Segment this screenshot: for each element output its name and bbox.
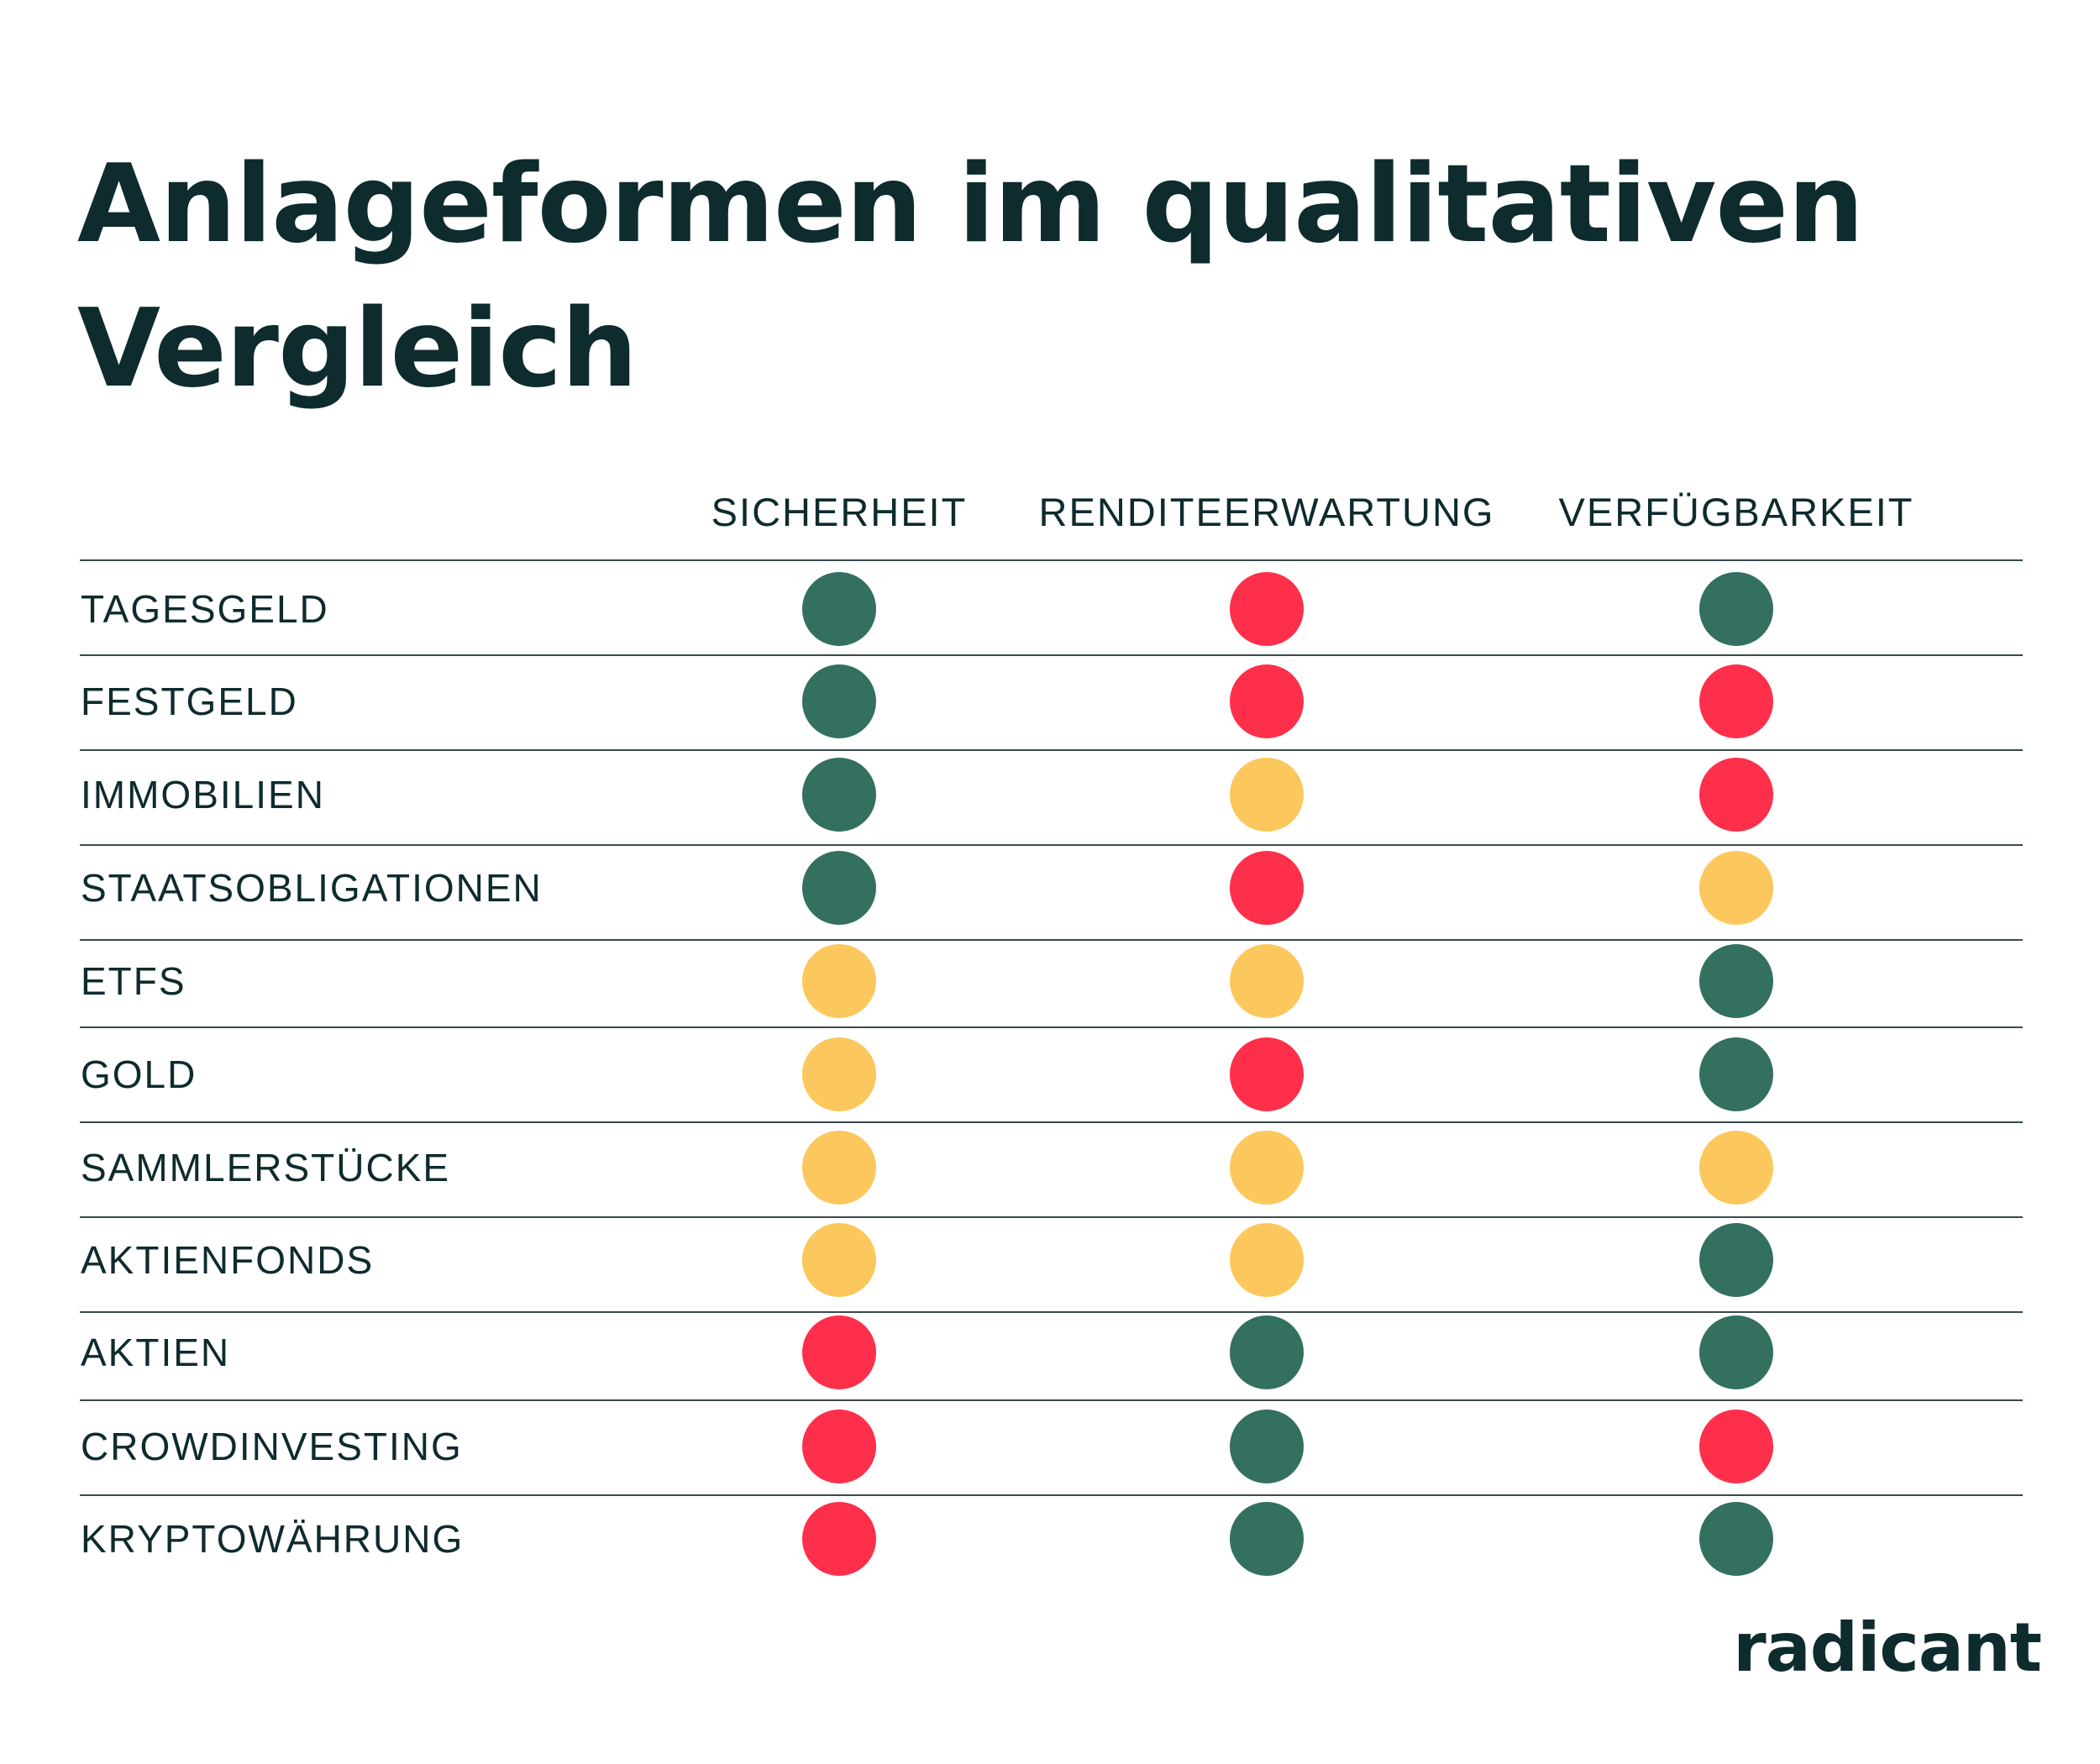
row-label: KRYPTOWÄHRUNG [81, 1517, 465, 1561]
rating-dot-green [1230, 1502, 1304, 1576]
rating-dot-red [1699, 758, 1773, 832]
row-divider [80, 844, 2023, 846]
rating-dot-green [1230, 1410, 1304, 1483]
column-header: RENDITEERWARTUNG [1038, 490, 1495, 534]
rating-dot-red [1230, 572, 1304, 646]
row-label: CROWDINVESTING [81, 1425, 463, 1468]
row-label: AKTIEN [81, 1331, 231, 1374]
rating-dot-red [802, 1315, 876, 1389]
row-divider [80, 1121, 2023, 1123]
rating-dot-red [802, 1410, 876, 1483]
rating-dot-red [1230, 851, 1304, 925]
row-label: TAGESGELD [81, 587, 329, 631]
rating-dot-green [1699, 1037, 1773, 1111]
rating-dot-yellow [1699, 851, 1773, 925]
rating-dot-green [1699, 944, 1773, 1018]
rating-dot-red [1699, 1410, 1773, 1483]
rating-dot-yellow [1699, 1131, 1773, 1205]
brand-logo: radicant [1733, 1609, 2042, 1687]
row-label: GOLD [81, 1053, 197, 1096]
rating-dot-yellow [802, 944, 876, 1018]
row-divider [80, 1494, 2023, 1496]
rating-dot-green [1699, 1315, 1773, 1389]
rating-dot-green [802, 664, 876, 738]
column-header: SICHERHEIT [711, 490, 968, 534]
row-label: IMMOBILIEN [81, 773, 325, 816]
rating-dot-green [1699, 1223, 1773, 1297]
rating-dot-green [1230, 1315, 1304, 1389]
column-header: VERFÜGBARKEIT [1558, 490, 1914, 534]
row-divider [80, 1311, 2023, 1313]
row-divider [80, 749, 2023, 751]
row-divider [80, 1216, 2023, 1218]
rating-dot-yellow [1230, 758, 1304, 832]
rating-dot-yellow [1230, 1131, 1304, 1205]
rating-dot-red [1230, 664, 1304, 738]
row-label: SAMMLERSTÜCKE [81, 1146, 451, 1189]
rating-dot-red [1699, 664, 1773, 738]
rating-dot-green [1699, 572, 1773, 646]
row-label: AKTIENFONDS [81, 1238, 375, 1282]
rating-dot-red [1230, 1037, 1304, 1111]
row-divider [80, 1026, 2023, 1028]
rating-dot-yellow [1230, 1223, 1304, 1297]
row-label: ETFS [81, 959, 186, 1003]
row-divider [80, 1399, 2023, 1401]
rating-dot-green [802, 851, 876, 925]
row-divider [80, 654, 2023, 656]
rating-dot-green [1699, 1502, 1773, 1576]
rating-dot-green [802, 572, 876, 646]
rating-dot-yellow [802, 1223, 876, 1297]
row-divider [80, 559, 2023, 561]
rating-dot-yellow [802, 1131, 876, 1205]
row-label: FESTGELD [81, 680, 298, 723]
rating-dot-yellow [1230, 944, 1304, 1018]
rating-dot-red [802, 1502, 876, 1576]
rating-dot-green [802, 758, 876, 832]
rating-dot-yellow [802, 1037, 876, 1111]
row-divider [80, 939, 2023, 941]
chart-title: Anlageformen im qualitativen Vergleich [77, 142, 1864, 412]
row-label: STAATSOBLIGATIONEN [81, 866, 543, 910]
